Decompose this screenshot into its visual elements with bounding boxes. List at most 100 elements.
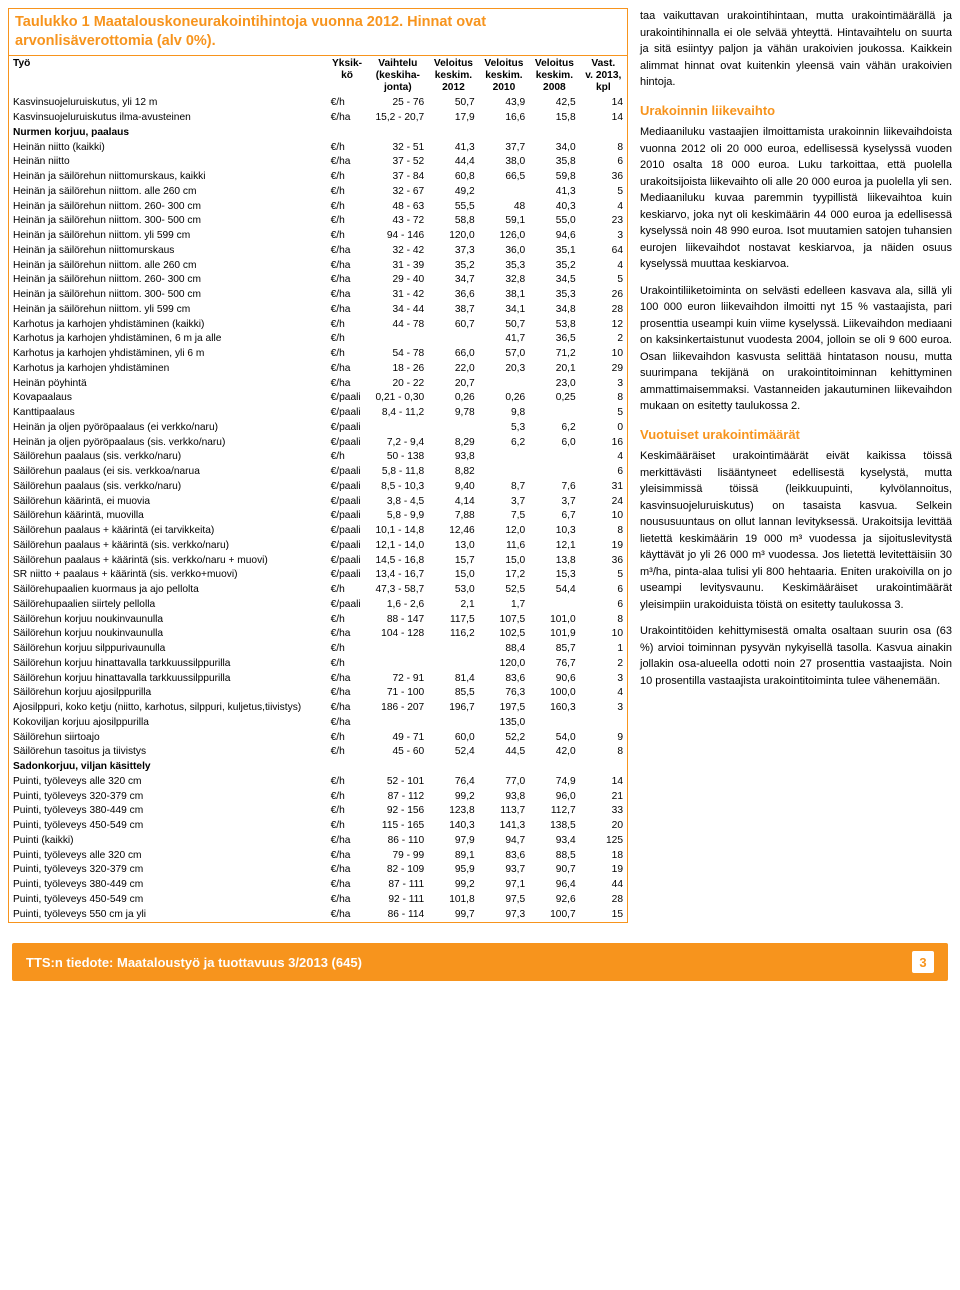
cell: €/paali <box>327 495 368 510</box>
cell: 120,0 <box>479 657 529 672</box>
cell: 13,4 - 16,7 <box>367 568 428 583</box>
paragraph-2: Urakointiliiketoiminta on selvästi edell… <box>640 283 952 415</box>
cell: 32 - 42 <box>367 244 428 259</box>
cell: 3 <box>580 701 628 716</box>
cell: Karhotus ja karhojen yhdistäminen (kaikk… <box>9 318 327 333</box>
cell: 44 <box>580 878 628 893</box>
cell: Karhotus ja karhojen yhdistäminen, yli 6… <box>9 347 327 362</box>
cell: 10,3 <box>529 524 579 539</box>
cell: Säilörehun korjuu silppurivaunulla <box>9 642 327 657</box>
cell: 88,4 <box>479 642 529 657</box>
cell: Puinti, työleveys 380-449 cm <box>9 878 327 893</box>
cell: Säilörehupaalien kuormaus ja ajo pellolt… <box>9 583 327 598</box>
cell: 36 <box>580 554 628 569</box>
cell: 7,5 <box>479 509 529 524</box>
cell: €/h <box>327 657 368 672</box>
cell: 28 <box>580 303 628 318</box>
cell: €/paali <box>327 568 368 583</box>
cell: 37,7 <box>479 141 529 156</box>
cell: 35,2 <box>529 259 579 274</box>
cell: Heinän ja säilörehun niittom. 300- 500 c… <box>9 288 327 303</box>
cell: €/h <box>327 819 368 834</box>
cell <box>367 642 428 657</box>
paragraph-4: Urakointitöiden kehittymisestä omalta os… <box>640 623 952 689</box>
cell: 97,3 <box>479 908 529 923</box>
table-row: Puinti, työleveys 450-549 cm€/ha92 - 111… <box>9 893 628 908</box>
cell <box>479 465 529 480</box>
cell: 52 - 101 <box>367 775 428 790</box>
cell: €/paali <box>327 465 368 480</box>
cell: 5 <box>580 273 628 288</box>
cell: Säilörehun paalaus (ei sis. verkkoa/naru… <box>9 465 327 480</box>
col-header: Vast.v. 2013,kpl <box>580 55 628 96</box>
cell: 60,0 <box>428 731 478 746</box>
cell: 50,7 <box>428 96 478 111</box>
cell: 97,5 <box>479 893 529 908</box>
cell: 99,7 <box>428 908 478 923</box>
cell: 15,8 <box>529 111 579 126</box>
cell: 41,3 <box>529 185 579 200</box>
cell: 76,4 <box>428 775 478 790</box>
table-row: Ajosilppuri, koko ketju (niitto, karhotu… <box>9 701 628 716</box>
cell: Heinän ja säilörehun niittom. alle 260 c… <box>9 259 327 274</box>
cell: 24 <box>580 495 628 510</box>
cell: Säilörehun paalaus (sis. verkko/naru) <box>9 450 327 465</box>
cell: 37 - 52 <box>367 155 428 170</box>
table-row: Säilörehun paalaus (sis. verkko/naru)€/h… <box>9 450 628 465</box>
cell: 43,9 <box>479 96 529 111</box>
cell: 17,2 <box>479 568 529 583</box>
table-row: Kokoviljan korjuu ajosilppurilla€/ha135,… <box>9 716 628 731</box>
cell: Säilörehun paalaus + käärintä (ei tarvik… <box>9 524 327 539</box>
cell: 52,4 <box>428 745 478 760</box>
cell: 8,82 <box>428 465 478 480</box>
table-title: Taulukko 1 Maatalouskoneurakointihintoja… <box>8 8 628 55</box>
cell: 12,1 - 14,0 <box>367 539 428 554</box>
cell: €/ha <box>327 878 368 893</box>
cell: 71,2 <box>529 347 579 362</box>
cell: Heinän pöyhintä <box>9 377 327 392</box>
cell: 101,8 <box>428 893 478 908</box>
cell <box>428 716 478 731</box>
text-column: taa vaikuttavan urakointihintaan, mutta … <box>640 8 952 923</box>
cell: 6,2 <box>479 436 529 451</box>
table-row: SR niitto + paalaus + käärintä (sis. ver… <box>9 568 628 583</box>
cell: 8,4 - 11,2 <box>367 406 428 421</box>
cell: €/h <box>327 214 368 229</box>
cell: 104 - 128 <box>367 627 428 642</box>
cell: 13,8 <box>529 554 579 569</box>
cell: 12 <box>580 318 628 333</box>
cell: 5 <box>580 568 628 583</box>
cell: 60,8 <box>428 170 478 185</box>
cell: 11,6 <box>479 539 529 554</box>
cell: Säilörehun korjuu ajosilppurilla <box>9 686 327 701</box>
table-row: Säilörehun korjuu silppurivaunulla€/h88,… <box>9 642 628 657</box>
cell: 102,5 <box>479 627 529 642</box>
table-row: Heinän ja säilörehun niittom. alle 260 c… <box>9 259 628 274</box>
cell: €/h <box>327 185 368 200</box>
table-row: Puinti (kaikki)€/ha86 - 11097,994,793,41… <box>9 834 628 849</box>
cell: 1 <box>580 642 628 657</box>
cell <box>428 421 478 436</box>
cell: €/ha <box>327 627 368 642</box>
table-row: Säilörehun tasoitus ja tiivistys€/h45 - … <box>9 745 628 760</box>
cell: Säilörehun korjuu hinattavalla tarkkuuss… <box>9 672 327 687</box>
cell: 15,7 <box>428 554 478 569</box>
cell: 85,5 <box>428 686 478 701</box>
cell: 10,1 - 14,8 <box>367 524 428 539</box>
cell: 42,0 <box>529 745 579 760</box>
cell: 135,0 <box>479 716 529 731</box>
cell: 4 <box>580 200 628 215</box>
cell: 14 <box>580 111 628 126</box>
cell: 45 - 60 <box>367 745 428 760</box>
cell: €/h <box>327 96 368 111</box>
cell: Kanttipaalaus <box>9 406 327 421</box>
table-row: Puinti, työleveys alle 320 cm€/h52 - 101… <box>9 775 628 790</box>
cell: €/h <box>327 583 368 598</box>
cell: 8 <box>580 745 628 760</box>
cell: 99,2 <box>428 790 478 805</box>
cell: Kovapaalaus <box>9 391 327 406</box>
cell: 15,3 <box>529 568 579 583</box>
cell: 44 - 78 <box>367 318 428 333</box>
footer-bar: TTS:n tiedote: Maataloustyö ja tuottavuu… <box>12 943 948 981</box>
cell: €/h <box>327 790 368 805</box>
